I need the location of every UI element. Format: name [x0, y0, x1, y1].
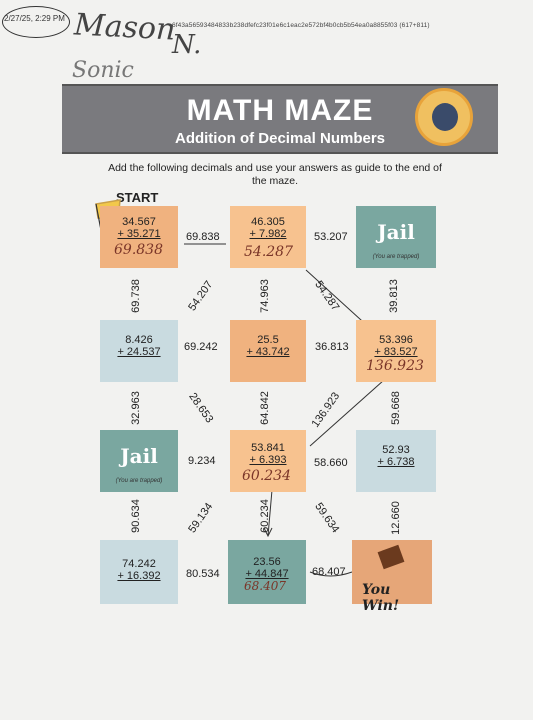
connector-v-r23-c1: 32.963 — [129, 391, 142, 425]
win-label: You Win! — [362, 582, 400, 614]
connector-h-r3-23: 58.660 — [314, 457, 348, 469]
print-timestamp: 2/27/25, 2:29 PM — [4, 14, 65, 23]
addend-a: 8.426 — [125, 334, 153, 346]
connector-h-r4-23: 68.407 — [312, 566, 346, 578]
maze-cell-r4c1: 74.242 + 16.392 — [100, 540, 178, 604]
handwritten-answer: 60.234 — [242, 468, 291, 484]
mascot-badge-icon — [415, 88, 473, 146]
handwritten-answer: 54.287 — [244, 244, 293, 260]
connector-v-r12-c2: 74.963 — [258, 279, 271, 313]
jail-subtitle: (You are trapped) — [372, 254, 420, 260]
handwritten-answer: 136.923 — [366, 358, 424, 374]
addend-a: 25.5 — [257, 334, 279, 346]
handwritten-answer: 68.407 — [244, 579, 286, 593]
addend-b: + 83.527 — [374, 346, 418, 358]
addend-b: + 44.847 — [245, 568, 289, 580]
addend-a: 34.567 — [122, 216, 156, 228]
connector-h-r3-12: 9.234 — [188, 455, 216, 467]
connector-v-r23-c3: 59.668 — [389, 391, 402, 425]
instructions: Add the following decimals and use your … — [108, 162, 442, 187]
maze-cell-r3c3: 52.93 + 6.738 — [356, 430, 436, 492]
maze-cell-r4c2: 23.56 + 44.847 68.407 — [228, 540, 306, 604]
addend-a: 53.396 — [379, 334, 413, 346]
maze-cell-r1c2: 46.305 + 7.982 54.287 — [230, 206, 306, 268]
addend-b: + 6.738 — [377, 456, 415, 468]
handwritten-mark: N. — [172, 30, 202, 60]
maze-cell-r3c1: Jail (You are trapped) — [100, 430, 178, 492]
maze-cell-r2c2: 25.5 + 43.742 — [230, 320, 306, 382]
connector-v-r34-c1: 90.634 — [129, 499, 142, 533]
addend-b: + 6.393 — [249, 454, 287, 466]
path-arrow — [267, 489, 273, 537]
addend-a: 23.56 — [253, 556, 281, 568]
document-hash: 6f43a56593484833b238dfefc23f01e6c1eac2e5… — [172, 22, 430, 29]
addend-a: 46.305 — [251, 216, 285, 228]
connector-h-r1-23: 53.207 — [314, 231, 348, 243]
connector-h-r2-12: 69.242 — [184, 341, 218, 353]
addend-a: 74.242 — [122, 558, 156, 570]
maze-cell-r1c3: Jail (You are trapped) — [356, 206, 436, 268]
addend-b: + 24.537 — [117, 346, 161, 358]
jail-title: Jail — [377, 220, 415, 244]
treasure-chest-icon — [377, 544, 405, 570]
maze-cell-r2c3: 53.396 + 83.527 136.923 — [356, 320, 436, 382]
connector-h-r4-12: 80.534 — [186, 568, 220, 580]
handwritten-note: Sonic — [72, 58, 134, 83]
addend-b: + 35.271 — [117, 228, 161, 240]
start-label: START — [116, 190, 159, 205]
mascot-face-icon — [432, 103, 458, 131]
connector-v-r12-c1: 69.738 — [129, 279, 142, 313]
connector-h-r1-12: 69.838 — [186, 231, 220, 243]
maze-cell-r3c2: 53.841 + 6.393 60.234 — [230, 430, 306, 492]
connector-h-r2-23: 36.813 — [315, 341, 349, 353]
stamp-circle — [2, 6, 70, 38]
page-title: MATH MAZE — [186, 94, 374, 127]
path-arrow — [309, 571, 353, 577]
connector-v-r34-c3: 12.660 — [389, 501, 402, 535]
addend-b: + 43.742 — [246, 346, 290, 358]
maze-cell-r1c1: 34.567 + 35.271 69.838 — [100, 206, 178, 268]
jail-subtitle: (You are trapped) — [115, 478, 163, 484]
maze-cell-r2c1: 8.426 + 24.537 — [100, 320, 178, 382]
jail-title: Jail — [120, 444, 158, 468]
handwritten-answer: 69.838 — [114, 242, 163, 258]
addend-a: 52.93 — [382, 444, 410, 456]
page-subtitle: Addition of Decimal Numbers — [174, 130, 386, 147]
maze-cell-r4c3: You Win! — [352, 540, 432, 614]
connector-v-r12-c3: 39.813 — [387, 279, 400, 313]
addend-b: + 16.392 — [117, 570, 161, 582]
connector-v-r23-c2: 64.842 — [258, 391, 271, 425]
addend-b: + 7.982 — [249, 228, 287, 240]
addend-a: 53.841 — [251, 442, 285, 454]
path-arrow — [309, 379, 385, 447]
connector-v-r34-c2: 60.234 — [258, 499, 271, 533]
